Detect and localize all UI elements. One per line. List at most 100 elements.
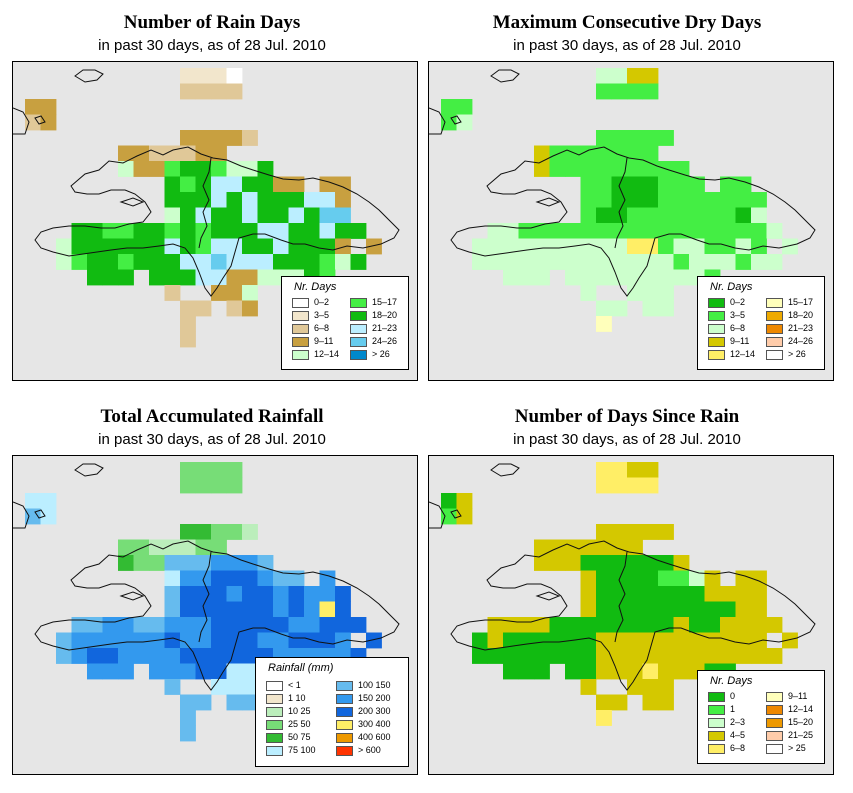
grid-cell xyxy=(180,570,196,587)
grid-cell xyxy=(211,238,227,255)
grid-cell xyxy=(596,83,612,100)
grid-cell xyxy=(596,192,612,208)
grid-cell xyxy=(518,617,535,633)
grid-cell xyxy=(565,617,581,633)
grid-cell xyxy=(288,176,305,193)
grid-cell xyxy=(226,83,243,100)
grid-cell xyxy=(164,663,181,680)
legend-label: 4–5 xyxy=(730,730,746,740)
grid-cell xyxy=(118,555,134,571)
grid-cell xyxy=(472,648,488,664)
grid-cell xyxy=(689,254,705,270)
grid-cell xyxy=(534,269,550,286)
legend-swatch xyxy=(350,337,367,347)
grid-cell xyxy=(689,617,705,633)
legend-swatch xyxy=(336,720,353,730)
grid-cell xyxy=(658,300,674,317)
grid-cell xyxy=(518,663,535,680)
grid-cell xyxy=(288,223,305,239)
legend-label: 100 150 xyxy=(358,680,391,690)
grid-cell xyxy=(242,694,258,711)
islet-outline xyxy=(34,509,46,519)
grid-cell xyxy=(195,238,212,255)
grid-cell xyxy=(319,223,336,239)
grid-cell xyxy=(596,648,612,664)
grid-cell xyxy=(319,617,336,633)
grid-cell xyxy=(720,586,736,602)
grid-cell xyxy=(288,192,305,208)
legend-label: 0 xyxy=(730,691,736,701)
grid-cell xyxy=(735,207,752,224)
grid-cell xyxy=(611,632,628,649)
grid-cell xyxy=(211,161,227,177)
grid-cell xyxy=(118,632,134,649)
legend-title: Rainfall (mm) xyxy=(268,662,334,674)
grid-cell xyxy=(549,238,566,255)
grid-cell xyxy=(257,570,274,587)
grid-cell xyxy=(565,145,581,162)
grid-cell xyxy=(642,524,659,540)
grid-cell xyxy=(133,238,150,255)
legend-label: 300 400 xyxy=(358,719,391,729)
grid-cell xyxy=(673,192,690,208)
legend-swatch xyxy=(266,720,283,730)
grid-cell xyxy=(596,223,612,239)
grid-cell xyxy=(580,207,597,224)
grid-cell xyxy=(56,648,72,664)
legend-label: 21–23 xyxy=(788,323,814,333)
grid-cell xyxy=(273,601,289,618)
grid-cell xyxy=(642,601,659,618)
grid-cell xyxy=(211,145,227,162)
grid-cell xyxy=(658,223,674,239)
grid-cell xyxy=(180,555,196,571)
grid-cell xyxy=(164,285,181,301)
islet-outline xyxy=(74,463,104,477)
grid-cell xyxy=(335,238,351,255)
legend-label: 200 300 xyxy=(358,706,391,716)
islet-outline xyxy=(450,509,462,519)
grid-cell xyxy=(242,617,258,633)
legend-label: > 26 xyxy=(788,349,806,359)
grid-cell xyxy=(71,223,88,239)
grid-cell xyxy=(596,254,612,270)
grid-cell xyxy=(627,524,643,540)
grid-cell xyxy=(472,254,488,270)
grid-cell xyxy=(195,555,212,571)
grid-cell xyxy=(211,617,227,633)
legend-swatch xyxy=(266,707,283,717)
grid-cell xyxy=(596,570,612,587)
grid-cell xyxy=(580,238,597,255)
legend-swatch xyxy=(708,350,725,360)
grid-cell xyxy=(720,223,736,239)
panel-1-subtitle: in past 30 days, as of 28 Jul. 2010 xyxy=(98,37,326,54)
legend-label: 15–17 xyxy=(372,297,398,307)
grid-cell xyxy=(596,632,612,649)
grid-cell xyxy=(273,617,289,633)
grid-cell xyxy=(735,238,752,255)
grid-cell xyxy=(766,254,783,270)
island-outline xyxy=(450,146,816,297)
grid-cell xyxy=(319,586,336,602)
grid-cell xyxy=(87,238,103,255)
grid-cell xyxy=(226,601,243,618)
grid-cell xyxy=(565,269,581,286)
islet-outline xyxy=(535,197,561,207)
grid-cell xyxy=(257,555,274,571)
grid-cell xyxy=(596,477,612,494)
grid-cell xyxy=(611,254,628,270)
grid-cell xyxy=(149,254,165,270)
grid-cell xyxy=(549,632,566,649)
grid-cell xyxy=(782,632,798,649)
grid-cell xyxy=(304,223,320,239)
legend-label: 75 100 xyxy=(288,745,316,755)
legend-swatch xyxy=(336,733,353,743)
grid-cell xyxy=(195,539,212,556)
islet-outline xyxy=(535,591,561,601)
grid-cell xyxy=(627,83,643,100)
grid-cell xyxy=(366,632,382,649)
grid-cell xyxy=(766,648,783,664)
grid-cell xyxy=(118,663,134,680)
grid-cell xyxy=(441,508,457,525)
grid-cell xyxy=(273,176,289,193)
legend-title: Nr. Days xyxy=(710,675,753,687)
